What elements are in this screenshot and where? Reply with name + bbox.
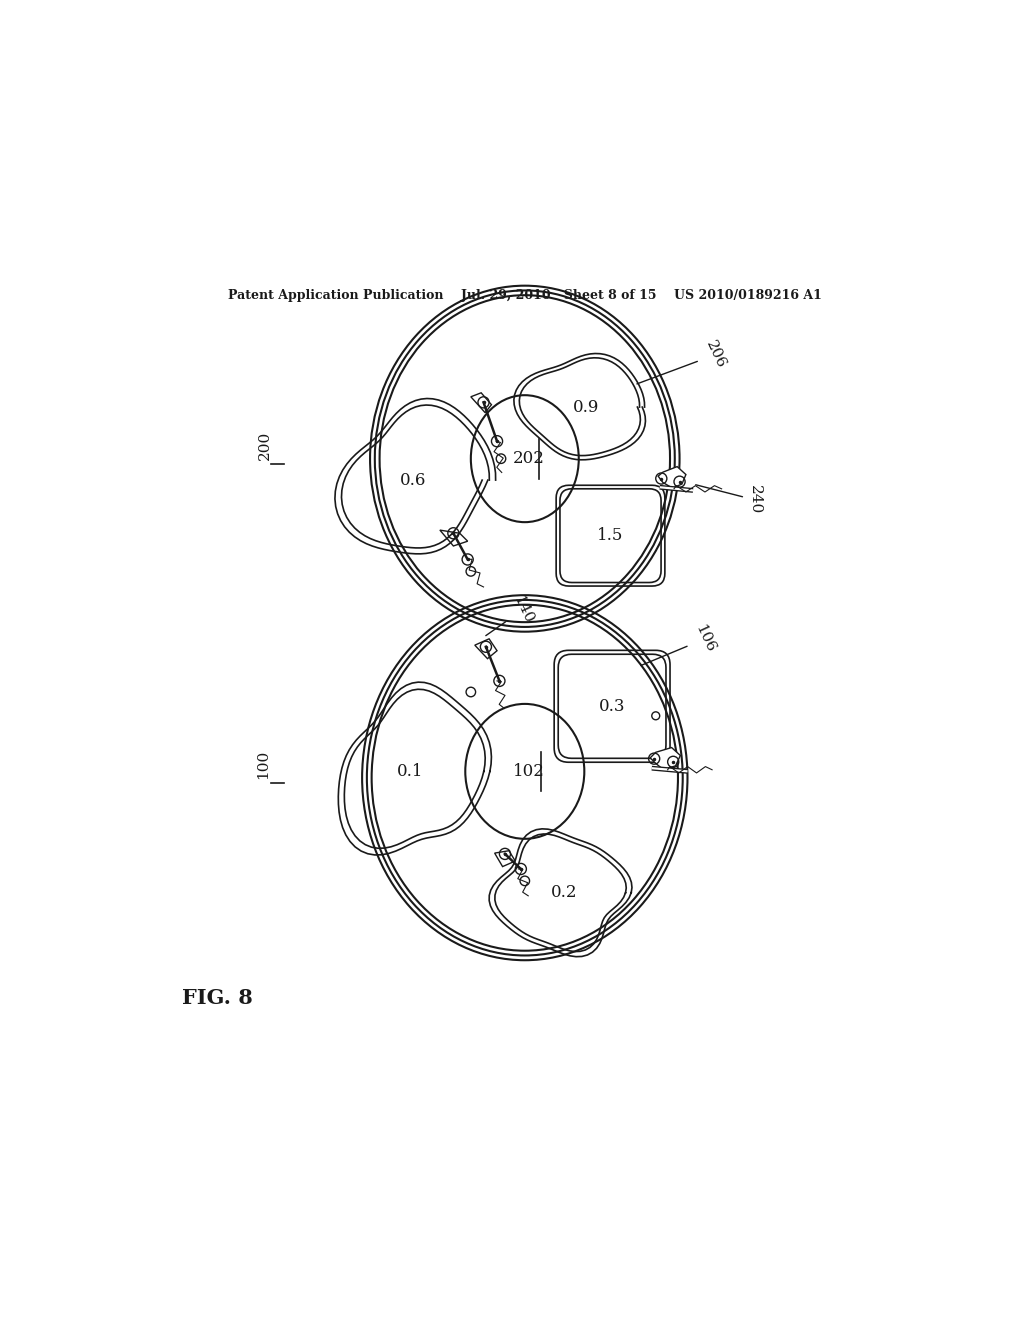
Circle shape	[652, 711, 659, 719]
Polygon shape	[495, 850, 515, 867]
Text: 0.1: 0.1	[396, 763, 423, 780]
Polygon shape	[650, 747, 680, 770]
Text: 200: 200	[257, 432, 271, 461]
Text: 140: 140	[485, 593, 536, 636]
Circle shape	[466, 566, 475, 576]
Text: Patent Application Publication    Jul. 29, 2010   Sheet 8 of 15    US 2010/01892: Patent Application Publication Jul. 29, …	[228, 289, 821, 302]
Polygon shape	[658, 466, 686, 488]
Text: 0.6: 0.6	[399, 471, 426, 488]
Polygon shape	[440, 531, 468, 546]
Text: 206: 206	[637, 338, 728, 384]
Text: 100: 100	[256, 750, 270, 779]
Circle shape	[520, 876, 529, 886]
Text: 240: 240	[695, 484, 762, 515]
Text: 202: 202	[513, 450, 545, 467]
Polygon shape	[471, 393, 492, 413]
Circle shape	[466, 688, 475, 697]
Text: 0.9: 0.9	[572, 399, 599, 416]
Text: 102: 102	[513, 763, 545, 780]
Text: FIG. 8: FIG. 8	[181, 989, 252, 1008]
Text: 0.3: 0.3	[599, 698, 626, 715]
Text: 0.2: 0.2	[551, 884, 578, 902]
Polygon shape	[475, 639, 497, 659]
Text: 1.5: 1.5	[597, 527, 624, 544]
Circle shape	[497, 454, 506, 463]
Text: 106: 106	[641, 623, 718, 665]
